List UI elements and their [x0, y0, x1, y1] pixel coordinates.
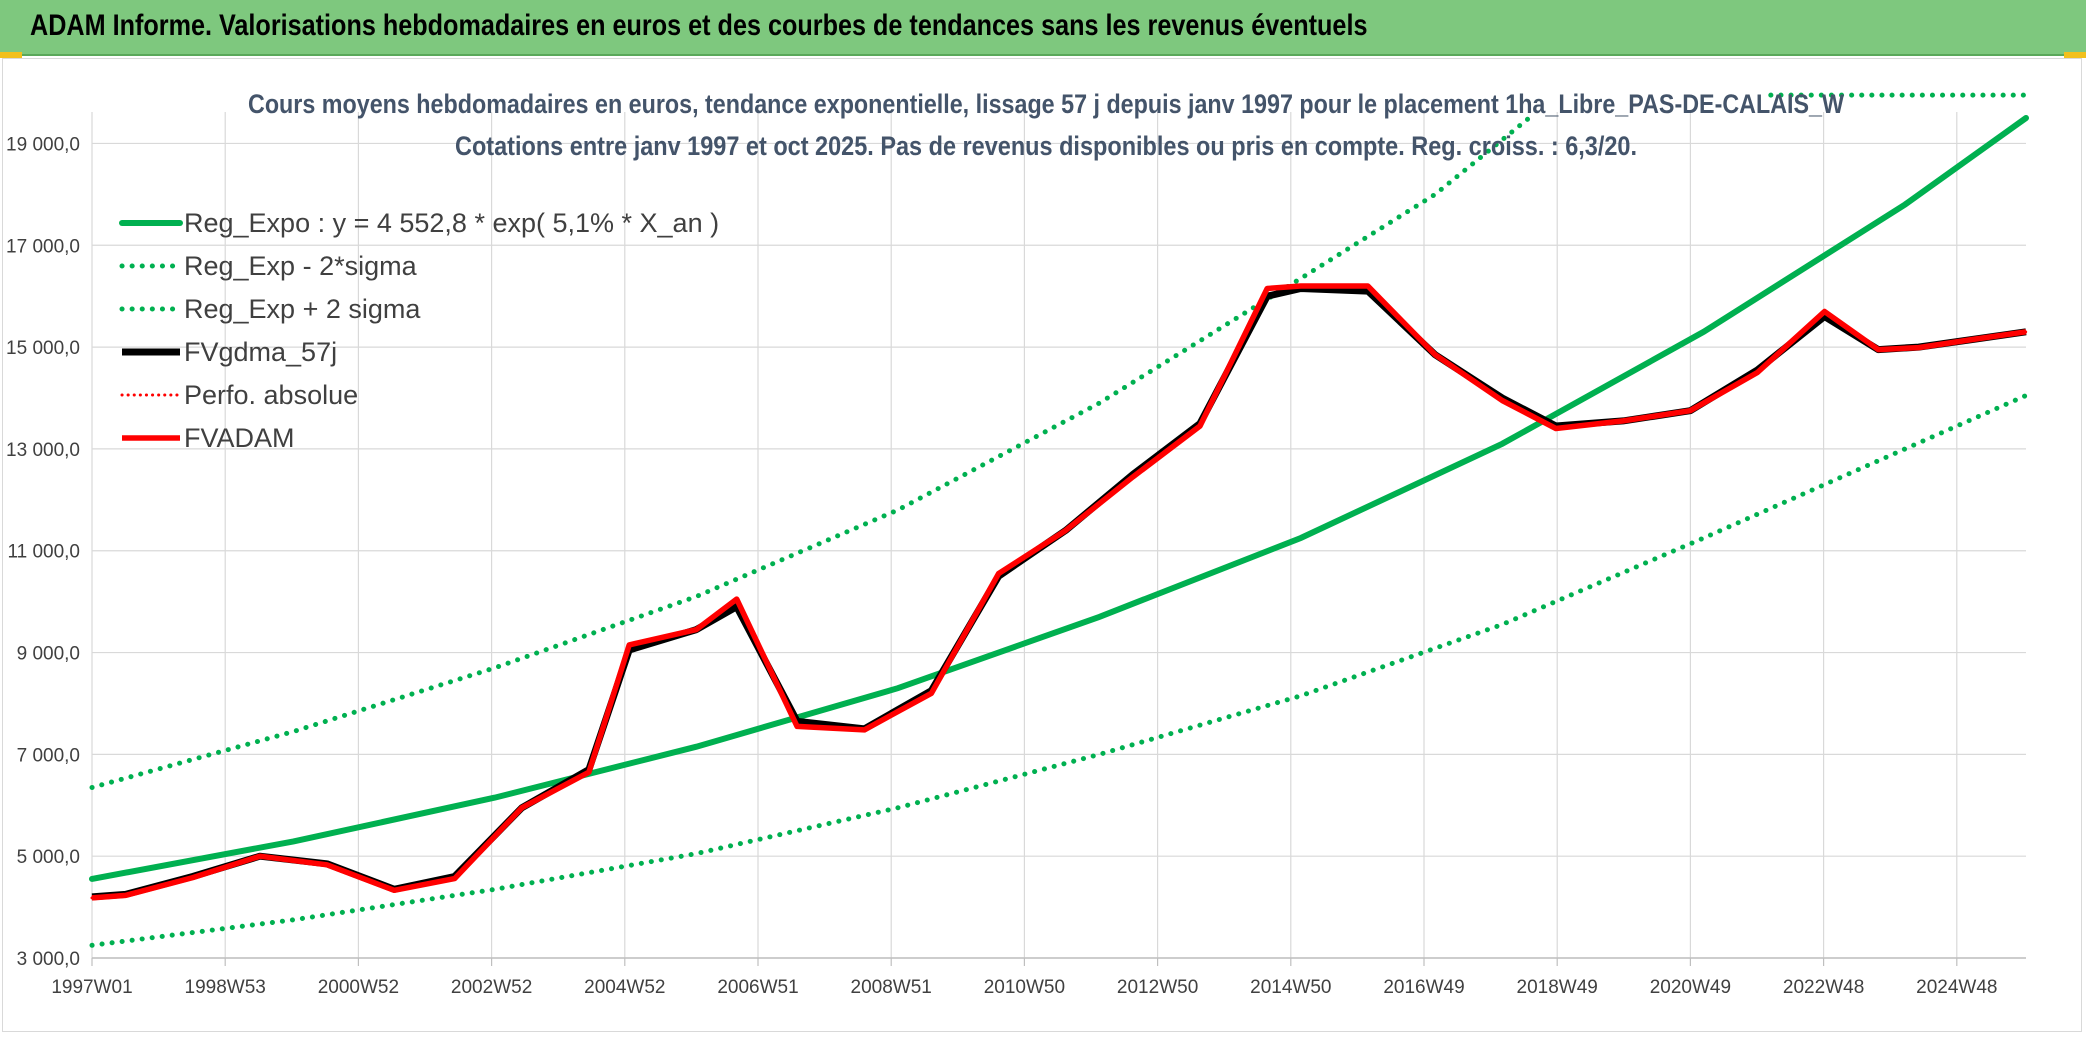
- y-tick-label: 7 000,0: [17, 745, 80, 766]
- chart-title: Cours moyens hebdomadaires en euros, ten…: [248, 89, 1844, 119]
- legend-label: FVADAM: [184, 423, 295, 453]
- x-tick-label: 2014W50: [1250, 977, 1331, 998]
- series-line-fvadam: [91, 283, 2027, 901]
- x-tick-label: 2006W51: [717, 977, 798, 998]
- legend: Reg_Expo : y = 4 552,8 * exp( 5,1% * X_a…: [119, 208, 719, 453]
- y-tick-label: 3 000,0: [17, 949, 80, 970]
- chart-subtitle: Cotations entre janv 1997 et oct 2025. P…: [455, 131, 1637, 161]
- y-tick-label: 9 000,0: [17, 644, 80, 665]
- x-tick-label: 2018W49: [1517, 977, 1598, 998]
- chart-frame: [2, 58, 2082, 1032]
- header-bar: ADAM Informe. Valorisations hebdomadaire…: [0, 0, 2086, 56]
- y-tick-label: 19 000,0: [6, 134, 80, 155]
- grid-layer: [91, 112, 2026, 959]
- y-tick-label: 15 000,0: [6, 338, 80, 359]
- x-tick-label: 2022W48: [1783, 977, 1864, 998]
- x-tick-label: 2008W51: [851, 977, 932, 998]
- x-tick-label: 2020W49: [1650, 977, 1731, 998]
- x-tick-label: 2000W52: [318, 977, 399, 998]
- legend-label: Reg_Exp - 2*sigma: [184, 251, 418, 281]
- axis-layer: 3 000,0 5 000,0 7 000,0 9 000,0 11 000,0 13 0…: [6, 134, 2026, 998]
- legend-label: Reg_Expo : y = 4 552,8 * exp( 5,1% * X_a…: [184, 208, 719, 238]
- y-tick-label: 13 000,0: [6, 440, 80, 461]
- y-tick-label: 17 000,0: [6, 236, 80, 257]
- series-layer: [89, 92, 2029, 948]
- x-tick-label: 2002W52: [451, 977, 532, 998]
- x-tick-label: 2012W50: [1117, 977, 1198, 998]
- x-tick-label: 1998W53: [185, 977, 266, 998]
- x-tick-label: 2004W52: [584, 977, 665, 998]
- corner-accent-left: [0, 52, 22, 58]
- legend-label: FVgdma_57j: [184, 337, 337, 367]
- legend-label: Reg_Exp + 2 sigma: [184, 294, 421, 324]
- x-tick-label: 2016W49: [1383, 977, 1464, 998]
- series-line-fvgdma-57j: [91, 285, 2027, 901]
- page-title: ADAM Informe. Valorisations hebdomadaire…: [30, 9, 1368, 42]
- corner-accent-right: [2064, 52, 2086, 58]
- y-tick-label: 5 000,0: [17, 847, 80, 868]
- x-tick-label: 2010W50: [984, 977, 1065, 998]
- series-line-perfo-absolue: [90, 284, 2028, 900]
- series-line-reg-exp-2-sigma: [89, 393, 2029, 948]
- x-tick-label: 2024W48: [1916, 977, 1997, 998]
- series-line-reg-exp-2-sigma: [89, 115, 1532, 790]
- series-line-reg-expo-y-4-552-8-exp-5-1-x-an: [89, 115, 2029, 882]
- legend-label: Perfo. absolue: [184, 380, 358, 410]
- x-tick-label: 1997W01: [51, 977, 132, 998]
- y-tick-label: 11 000,0: [7, 542, 80, 563]
